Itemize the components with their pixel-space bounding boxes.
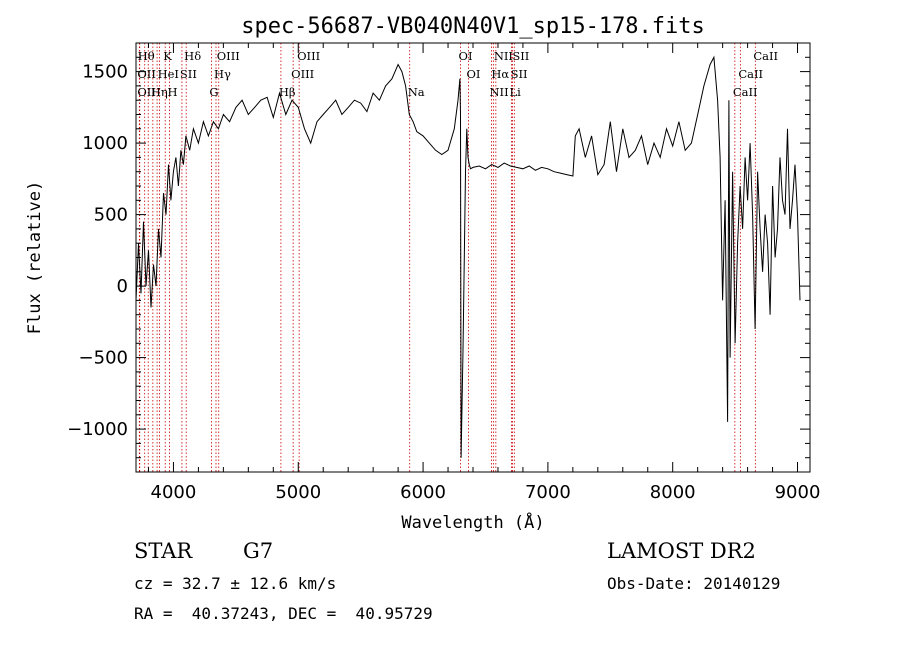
line-label-25: SII: [511, 67, 528, 81]
survey-name: LAMOST DR2: [607, 539, 756, 563]
line-label-9: H: [167, 85, 177, 99]
line-label-16: OIII: [291, 67, 314, 81]
line-label-12: G: [209, 85, 218, 99]
y-tick-label-3: 500: [94, 205, 128, 226]
line-label-5: Hη: [151, 85, 168, 99]
x-tick-label-5: 9000: [775, 482, 821, 503]
x-tick-label-0: 4000: [151, 482, 197, 503]
y-axis-label: Flux (relative): [25, 181, 45, 335]
line-label-0: Hθ: [138, 49, 155, 63]
line-label-21: NII: [489, 85, 508, 99]
y-tick-label-0: −1000: [67, 419, 128, 440]
line-label-28: CaII: [738, 67, 763, 81]
line-label-17: OIII: [297, 49, 320, 63]
sky-coordinates: RA = 40.37243, DEC = 40.95729: [134, 604, 433, 623]
line-label-24: Li: [509, 85, 521, 99]
y-tick-label-4: 1000: [82, 133, 128, 154]
line-label-8: K: [163, 49, 172, 63]
x-axis-label: Wavelength (Å): [401, 511, 544, 533]
x-tick-label-4: 8000: [650, 482, 696, 503]
line-label-10: SII: [180, 67, 197, 81]
line-label-7: HeI: [158, 67, 179, 81]
spectrum-line: [136, 55, 801, 458]
x-tick-label-3: 7000: [525, 482, 571, 503]
redshift-velocity: cz = 32.7 ± 12.6 km/s: [134, 574, 337, 593]
line-label-18: Na: [408, 85, 425, 99]
line-label-13: Hγ: [214, 67, 231, 81]
line-label-23: NII: [494, 49, 513, 63]
line-label-22: Hα: [491, 67, 509, 81]
y-tick-label-5: 1500: [82, 62, 128, 83]
object-subclass: G7: [243, 539, 274, 563]
line-label-15: Hβ: [279, 85, 296, 99]
line-label-2: OII: [137, 85, 156, 99]
y-tick-label-2: 0: [117, 276, 128, 297]
object-class: STAR: [134, 539, 193, 563]
x-tick-label-1: 5000: [275, 482, 321, 503]
line-label-29: CaII: [753, 49, 778, 63]
line-label-1: OII: [137, 67, 156, 81]
y-tick-label-1: −500: [79, 348, 128, 369]
observation-date: Obs-Date: 20140129: [607, 574, 781, 593]
line-label-26: SII: [512, 49, 529, 63]
plot-frame: [135, 42, 811, 473]
line-label-11: Hδ: [184, 49, 201, 63]
x-tick-label-2: 6000: [400, 482, 446, 503]
line-label-27: CaII: [733, 85, 758, 99]
line-label-19: OI: [459, 49, 473, 63]
line-label-14: OIII: [217, 49, 240, 63]
line-label-20: OI: [467, 67, 481, 81]
chart-title: spec-56687-VB040N40V1_sp15-178.fits: [241, 14, 705, 39]
